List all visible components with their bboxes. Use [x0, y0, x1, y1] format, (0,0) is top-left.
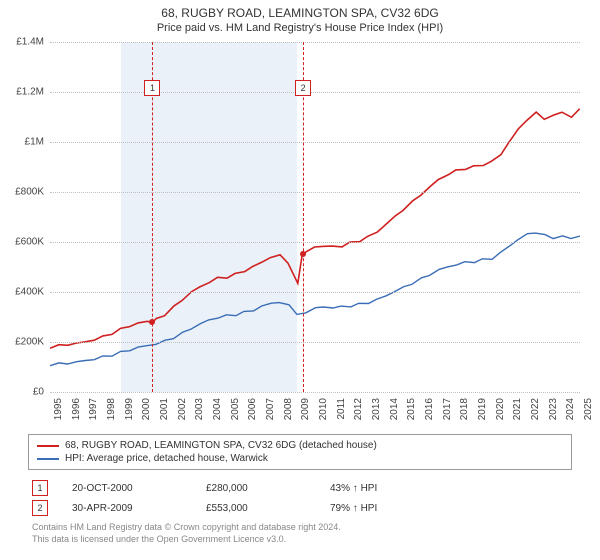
transaction-number-box: 1 — [32, 480, 48, 496]
y-axis-label: £200K — [15, 337, 44, 348]
x-axis-label: 2003 — [194, 398, 205, 420]
y-axis-label: £1.2M — [16, 87, 44, 98]
transaction-price: £280,000 — [206, 483, 306, 494]
transaction-point — [300, 251, 306, 257]
transaction-date: 20-OCT-2000 — [72, 483, 182, 494]
x-axis-label: 2018 — [459, 398, 470, 420]
x-axis-label: 2001 — [159, 398, 170, 420]
x-axis-label: 2010 — [318, 398, 329, 420]
x-axis-label: 2023 — [548, 398, 559, 420]
x-axis-label: 2014 — [389, 398, 400, 420]
series-line-1 — [50, 109, 580, 349]
x-axis-label: 2025 — [583, 398, 594, 420]
x-axis-label: 2004 — [212, 398, 223, 420]
legend-row-series1: 68, RUGBY ROAD, LEAMINGTON SPA, CV32 6DG… — [37, 439, 563, 452]
y-axis-label: £0 — [33, 387, 44, 398]
footer-line-2: This data is licensed under the Open Gov… — [32, 534, 568, 546]
y-axis-label: £400K — [15, 287, 44, 298]
chart-subtitle: Price paid vs. HM Land Registry's House … — [0, 22, 600, 38]
legend-swatch-1 — [37, 445, 59, 447]
legend-row-series2: HPI: Average price, detached house, Warw… — [37, 452, 563, 465]
x-axis-label: 2000 — [141, 398, 152, 420]
x-axis-label: 2011 — [336, 398, 347, 420]
gridline-h — [50, 292, 580, 293]
x-axis-label: 1995 — [53, 398, 64, 420]
y-axis-label: £1.4M — [16, 37, 44, 48]
legend-and-data: 68, RUGBY ROAD, LEAMINGTON SPA, CV32 6DG… — [28, 434, 572, 545]
x-axis-label: 2021 — [512, 398, 523, 420]
legend-swatch-2 — [37, 458, 59, 460]
y-axis-label: £600K — [15, 237, 44, 248]
x-axis-label: 2019 — [477, 398, 488, 420]
transaction-rows: 1 20-OCT-2000 £280,000 43% ↑ HPI 2 30-APR-200… — [28, 478, 572, 518]
x-axis-label: 2016 — [424, 398, 435, 420]
footer-attribution: Contains HM Land Registry data © Crown c… — [28, 518, 572, 545]
series-legend: 68, RUGBY ROAD, LEAMINGTON SPA, CV32 6DG… — [28, 434, 572, 470]
gridline-h — [50, 92, 580, 93]
gridline-h — [50, 142, 580, 143]
x-axis-label: 2020 — [495, 398, 506, 420]
x-axis-label: 2017 — [442, 398, 453, 420]
x-axis-label: 1997 — [88, 398, 99, 420]
gridline-h — [50, 192, 580, 193]
transaction-price: £553,000 — [206, 503, 306, 514]
gridline-h — [50, 242, 580, 243]
x-axis-label: 2024 — [565, 398, 576, 420]
x-axis-label: 2012 — [353, 398, 364, 420]
transaction-number-box: 2 — [32, 500, 48, 516]
x-axis-label: 2009 — [300, 398, 311, 420]
x-axis-label: 1996 — [71, 398, 82, 420]
gridline-h — [50, 342, 580, 343]
transaction-point — [149, 319, 155, 325]
y-axis-label: £800K — [15, 187, 44, 198]
x-axis-label: 2008 — [283, 398, 294, 420]
legend-label-1: 68, RUGBY ROAD, LEAMINGTON SPA, CV32 6DG… — [65, 440, 377, 451]
footer-line-1: Contains HM Land Registry data © Crown c… — [32, 522, 568, 534]
x-axis-label: 2002 — [177, 398, 188, 420]
chart-title: 68, RUGBY ROAD, LEAMINGTON SPA, CV32 6DG — [0, 0, 600, 22]
legend-label-2: HPI: Average price, detached house, Warw… — [65, 453, 268, 464]
x-axis-label: 2005 — [230, 398, 241, 420]
transaction-marker-box: 2 — [295, 80, 311, 96]
x-axis-label: 1999 — [124, 398, 135, 420]
transaction-vs-hpi: 43% ↑ HPI — [330, 483, 377, 494]
gridline-h — [50, 42, 580, 43]
transaction-row: 1 20-OCT-2000 £280,000 43% ↑ HPI — [28, 478, 572, 498]
x-axis-label: 2013 — [371, 398, 382, 420]
x-axis-label: 1998 — [106, 398, 117, 420]
gridline-h — [50, 392, 580, 393]
x-axis-label: 2022 — [530, 398, 541, 420]
transaction-date: 30-APR-2009 — [72, 503, 182, 514]
x-axis-label: 2015 — [406, 398, 417, 420]
transaction-vs-hpi: 79% ↑ HPI — [330, 503, 377, 514]
transaction-marker-box: 1 — [144, 80, 160, 96]
transaction-row: 2 30-APR-2009 £553,000 79% ↑ HPI — [28, 498, 572, 518]
chart-lines-svg — [50, 42, 580, 392]
series-line-2 — [50, 233, 580, 366]
y-axis-label: £1M — [25, 137, 44, 148]
x-axis-label: 2006 — [247, 398, 258, 420]
chart-plot-area: £0£200K£400K£600K£800K£1M£1.2M£1.4M19951… — [50, 42, 580, 392]
x-axis-label: 2007 — [265, 398, 276, 420]
